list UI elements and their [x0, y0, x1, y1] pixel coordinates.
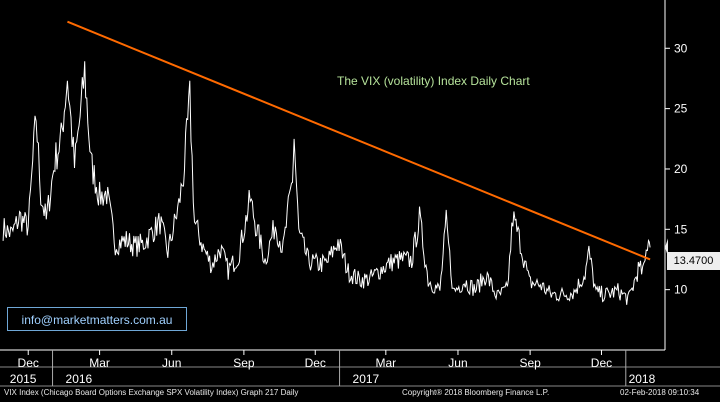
- last-value-pointer: [665, 238, 668, 257]
- x-tick-label: Mar: [375, 356, 396, 370]
- x-tick-label: Jun: [448, 356, 467, 370]
- y-tick-label: 30: [674, 41, 688, 55]
- x-tick-label: Jun: [162, 356, 181, 370]
- trendline: [67, 20, 651, 261]
- x-year-label: 2016: [66, 372, 93, 386]
- y-tick-label: 20: [674, 162, 688, 176]
- y-tick-label: 25: [674, 102, 688, 116]
- last-value-badge: 13.4700: [667, 252, 720, 270]
- x-tick-label: Dec: [18, 356, 39, 370]
- x-tick-label: Sep: [233, 356, 255, 370]
- footer-copyright: Copyright® 2018 Bloomberg Finance L.P.: [402, 388, 550, 397]
- x-year-label: 2017: [353, 372, 380, 386]
- x-tick-label: Sep: [519, 356, 541, 370]
- footer-timestamp: 02-Feb-2018 09:10:34: [620, 388, 700, 397]
- y-tick-label: 10: [674, 283, 688, 297]
- y-tick-label: 15: [674, 222, 688, 236]
- chart-title: The VIX (volatility) Index Daily Chart: [337, 74, 530, 88]
- price-line: [2, 61, 651, 305]
- x-tick-label: Dec: [591, 356, 612, 370]
- x-tick-label: Mar: [89, 356, 110, 370]
- email-label: info@marketmatters.com.au: [7, 307, 187, 331]
- footer-security-description: VIX Index (Chicago Board Options Exchang…: [4, 388, 299, 397]
- x-tick-label: Dec: [305, 356, 326, 370]
- x-year-label: 2015: [10, 372, 37, 386]
- x-year-label: 2018: [629, 372, 656, 386]
